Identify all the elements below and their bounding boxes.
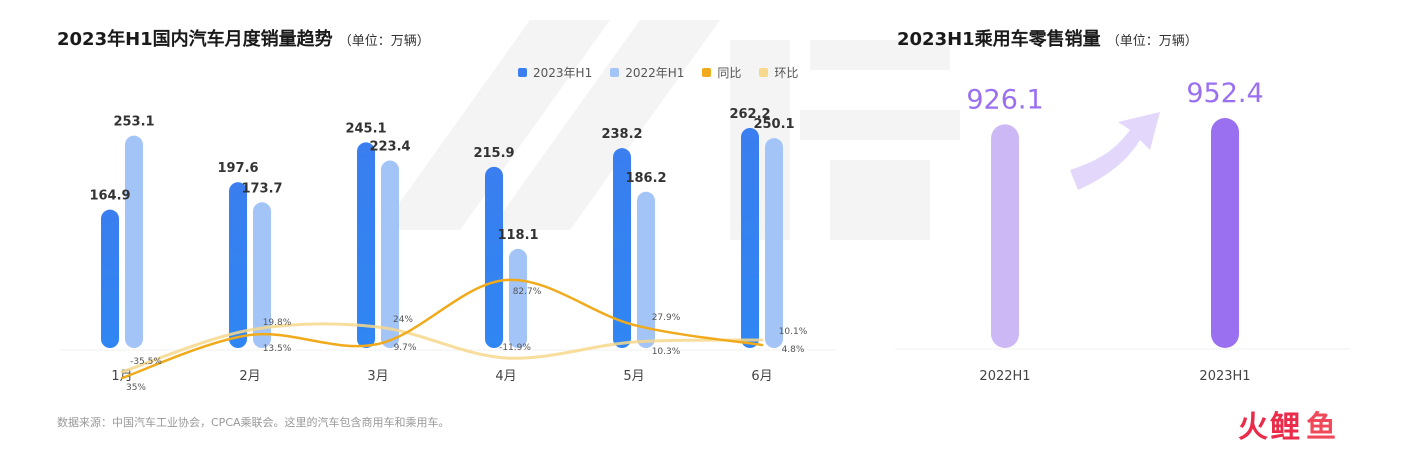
legend-swatch-2023 — [518, 68, 527, 77]
legend-label-mom: 环比 — [774, 66, 799, 80]
yoy-label-5: 27.9% — [652, 313, 681, 323]
x-tick-6: 6月 — [751, 369, 772, 384]
brand-logo: 火鲤 鱼 — [1238, 403, 1383, 445]
legend-swatch-mom — [759, 68, 769, 77]
label-2022-2: 173.7 — [241, 181, 282, 196]
x-tick-2: 2月 — [239, 369, 260, 384]
x-tick-1: 1月 — [111, 369, 132, 384]
x-tick-3: 3月 — [367, 369, 388, 384]
x-tick-4: 4月 — [495, 369, 516, 384]
source-note: 数据来源：中国汽车工业协会，CPCA乘联会。这里的汽车包含商用车和乘用车。 — [57, 416, 450, 429]
legend-item-2022: 2022年H1 — [610, 64, 684, 81]
legend-label-2023: 2023年H1 — [533, 66, 593, 80]
retail-bar-1 — [991, 124, 1019, 349]
right-chart-unit: （单位：万辆） — [1106, 34, 1198, 49]
logo-text: 火鲤 — [1238, 410, 1302, 445]
right-chart-title: 2023H1乘用车零售销量 （单位：万辆） — [897, 29, 1198, 50]
bar-2022-1 — [125, 135, 143, 348]
bar-2023-2 — [229, 182, 247, 348]
legend: 2023年H1 2022年H1 同比 环比 — [518, 64, 798, 81]
legend-swatch-2022 — [610, 68, 620, 77]
mom-label-3: 24% — [393, 315, 413, 325]
legend-swatch-yoy — [702, 68, 712, 77]
legend-item-yoy: 同比 — [702, 64, 741, 81]
label-2022-1: 253.1 — [113, 115, 154, 130]
legend-label-2022: 2022年H1 — [625, 66, 685, 80]
retail-bar-2 — [1211, 118, 1239, 348]
label-2023-2: 197.6 — [217, 161, 258, 176]
retail-x-tick-1: 2022H1 — [979, 369, 1030, 384]
watermark-logo — [380, 20, 960, 240]
line-mom — [120, 322, 764, 374]
yoy-label-2: 13.5% — [263, 344, 292, 354]
label-2023-1: 164.9 — [89, 189, 130, 204]
yoy-label-3: 9.7% — [394, 343, 417, 353]
left-chart-unit: （单位：万辆） — [338, 34, 430, 49]
legend-item-mom: 环比 — [759, 64, 798, 81]
mom-label-5: 10.3% — [652, 347, 681, 357]
yoy-label-1: -35.5% — [130, 357, 162, 367]
retail-value-2: 952.4 — [1186, 78, 1263, 109]
mom-label-1: 35% — [126, 383, 146, 393]
fish-icon: 鱼 — [1306, 410, 1336, 445]
bar-2022-2 — [253, 202, 271, 348]
bar-2023-1 — [101, 209, 119, 348]
up-arrow-icon — [1070, 112, 1160, 190]
yoy-label-6: 4.8% — [782, 345, 805, 355]
retail-x-tick-2: 2023H1 — [1199, 369, 1250, 384]
mom-label-4: -11.9% — [499, 343, 531, 353]
legend-label-yoy: 同比 — [717, 66, 742, 80]
mom-label-2: 19.8% — [263, 318, 292, 328]
left-chart-title: 2023年H1国内汽车月度销量趋势 （单位：万辆） — [57, 29, 430, 50]
x-tick-5: 5月 — [623, 369, 644, 384]
legend-item-2023: 2023年H1 — [518, 64, 592, 81]
mom-label-6: 10.1% — [779, 327, 808, 337]
